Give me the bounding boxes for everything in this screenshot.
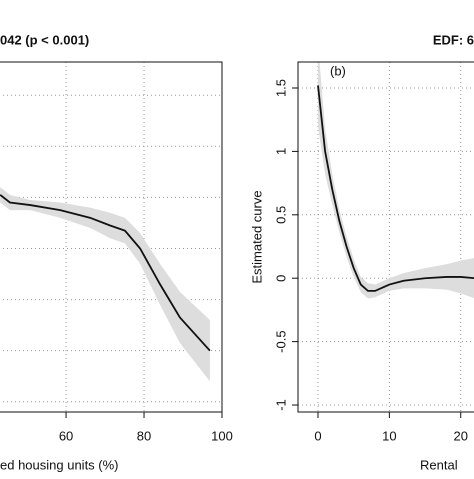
x-tick-label: 100 <box>211 428 233 443</box>
confidence-band <box>317 62 474 299</box>
smooth-curve <box>0 194 211 352</box>
x-tick-label: 20 <box>453 428 467 443</box>
panel-annotation: (b) <box>330 63 346 78</box>
y-axis-label: Estimated curve <box>249 190 264 283</box>
y-tick-label: -0.5 <box>273 330 288 352</box>
x-axis-label: ed housing units (%) <box>0 457 119 472</box>
x-tick-label: 10 <box>382 428 396 443</box>
x-tick-label: 80 <box>137 428 151 443</box>
plot-frame <box>0 61 223 413</box>
panel-title: EDF: 6 <box>433 32 474 47</box>
y-tick-label: 1.5 <box>273 79 288 97</box>
panel-title: 042 (p < 0.001) <box>0 32 89 47</box>
x-axis-label: Rental <box>420 457 458 472</box>
y-tick-label: -1 <box>273 399 288 411</box>
plot-area <box>298 62 474 412</box>
y-tick-label: 1 <box>273 148 288 155</box>
confidence-band <box>0 187 210 382</box>
y-tick-label: 0 <box>273 275 288 282</box>
x-tick-label: 60 <box>59 428 73 443</box>
y-tick-label: 0.5 <box>273 206 288 224</box>
plot-area <box>0 62 222 412</box>
smooth-curve <box>317 85 474 292</box>
plot-frame <box>297 61 474 413</box>
x-tick-label: 0 <box>314 428 321 443</box>
